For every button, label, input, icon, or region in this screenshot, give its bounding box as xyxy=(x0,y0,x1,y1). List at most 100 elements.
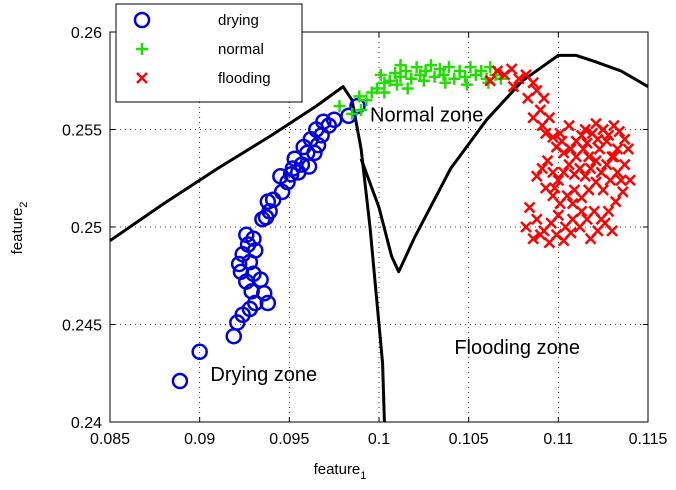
normal-point xyxy=(383,74,396,87)
x-tick-label: 0.115 xyxy=(629,431,668,448)
flooding-point xyxy=(595,166,608,179)
normal-point xyxy=(448,72,461,85)
normal-point xyxy=(419,65,432,77)
drying-point xyxy=(259,294,277,312)
normal-point xyxy=(459,70,472,83)
flooding-point xyxy=(565,226,577,239)
normal-point xyxy=(394,70,407,83)
flooding-point xyxy=(566,197,579,210)
flooding-point xyxy=(606,225,619,237)
flooding-point xyxy=(536,162,549,175)
flooding-point xyxy=(622,143,635,155)
flooding-point xyxy=(530,213,543,226)
normal-point xyxy=(425,59,438,72)
normal-point xyxy=(437,68,450,81)
drying-point xyxy=(238,226,255,244)
flooding-point xyxy=(584,162,597,175)
flooding-point xyxy=(606,150,619,163)
flooding-point xyxy=(618,158,631,171)
flooding-point xyxy=(611,143,624,155)
series-drying xyxy=(171,97,366,390)
flooding-point xyxy=(512,72,525,85)
x-tick-label: 0.085 xyxy=(90,431,130,448)
flooding-point xyxy=(534,228,547,241)
x-axis-ticks: 0.085 0.09 0.095 0.1 0.105 0.11 0.115 xyxy=(90,32,668,448)
flooding-point xyxy=(579,170,592,183)
legend-label-drying: drying xyxy=(218,12,259,29)
data-points xyxy=(171,59,636,390)
y-axis-ticks: 0.24 0.245 0.25 0.255 0.26 xyxy=(62,25,648,432)
flooding-zone-label: Flooding zone xyxy=(454,337,580,359)
normal-zone-label: Normal zone xyxy=(370,105,483,127)
legend-label-normal: normal xyxy=(218,41,264,58)
flooding-point xyxy=(484,74,497,87)
normal-point xyxy=(333,100,346,113)
normal-point xyxy=(353,90,366,103)
normal-point xyxy=(355,104,368,116)
normal-point xyxy=(378,86,391,99)
drying-point xyxy=(191,343,208,361)
flooding-point xyxy=(591,133,604,146)
drying-normal-boundary xyxy=(109,85,386,423)
flooding-point xyxy=(582,150,595,163)
flooding-point xyxy=(575,205,588,218)
y-axis-label: feature2 xyxy=(9,202,30,255)
normal-point xyxy=(475,65,488,77)
normal-point xyxy=(439,76,452,89)
flooding-point xyxy=(530,170,543,183)
flooding-point xyxy=(539,127,552,140)
normal-point xyxy=(428,70,441,83)
legend-marker-drying xyxy=(133,11,151,29)
normal-point xyxy=(374,68,387,81)
flooding-point xyxy=(527,232,540,245)
flooding-point xyxy=(557,166,570,179)
flooding-point xyxy=(521,92,534,105)
y-tick-label: 0.245 xyxy=(62,318,102,335)
x-tick-label: 0.09 xyxy=(184,431,215,448)
flooding-point xyxy=(547,166,559,179)
normal-point xyxy=(417,74,430,87)
flooding-point xyxy=(563,119,575,132)
flooding-point xyxy=(541,154,554,167)
drying-point xyxy=(230,255,248,273)
flooding-point xyxy=(590,117,602,130)
flooding-point xyxy=(615,174,627,187)
flooding-point xyxy=(575,129,588,142)
normal-point xyxy=(401,82,414,95)
normal-point xyxy=(464,61,477,74)
legend-marker-normal xyxy=(136,43,148,55)
flooding-point xyxy=(565,143,577,155)
drying-point xyxy=(272,168,289,185)
y-tick-label: 0.24 xyxy=(71,415,102,432)
zone-boundaries xyxy=(109,53,649,423)
flooding-point xyxy=(543,111,556,124)
legend: drying normal flooding xyxy=(115,3,303,103)
legend-box xyxy=(115,3,303,103)
flooding-point xyxy=(552,174,565,187)
flooding-point xyxy=(581,137,593,150)
flooding-point xyxy=(548,182,561,194)
drying-point xyxy=(315,113,332,130)
legend-marker-flooding xyxy=(136,72,148,84)
flooding-point xyxy=(577,143,590,155)
flooding-point xyxy=(618,133,631,146)
flooding-point xyxy=(624,174,636,187)
flooding-point xyxy=(556,135,568,148)
normal-point xyxy=(390,78,403,91)
flooding-point xyxy=(608,150,620,163)
flooding-point xyxy=(527,76,540,89)
flooding-point xyxy=(505,63,518,75)
flooding-point xyxy=(617,186,629,198)
flooding-point xyxy=(590,154,602,167)
flooding-point xyxy=(613,125,626,138)
series-normal xyxy=(333,59,507,120)
x-tick-label: 0.1 xyxy=(368,431,390,448)
normal-point xyxy=(410,61,423,74)
drying-point xyxy=(171,372,189,390)
flooding-point xyxy=(609,195,622,208)
normal-point xyxy=(346,107,359,120)
drying-point xyxy=(325,111,343,128)
drying-zone-label: Drying zone xyxy=(210,364,317,386)
drying-point xyxy=(284,160,302,177)
normal-point xyxy=(360,94,373,107)
